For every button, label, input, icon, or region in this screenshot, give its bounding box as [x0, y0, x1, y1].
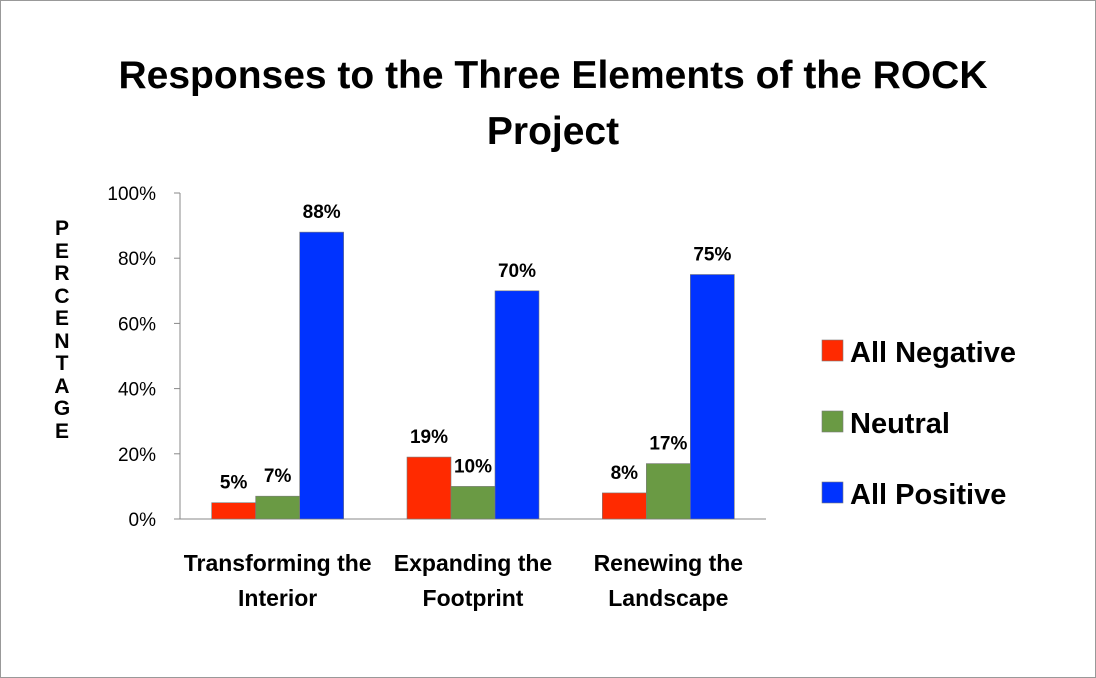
- bar: [211, 502, 256, 520]
- legend-label: All Negative: [850, 337, 1016, 369]
- data-label: 75%: [693, 245, 731, 266]
- bar: [450, 486, 496, 520]
- legend-swatch: [821, 410, 844, 433]
- x-tick-label: Expanding the Footprint: [393, 550, 553, 611]
- data-label: 17%: [649, 434, 687, 455]
- data-label: 10%: [454, 456, 492, 477]
- x-tick-label: Renewing the Landscape: [593, 550, 744, 611]
- x-tick-label: Transforming the Interior: [183, 550, 372, 611]
- data-label: 19%: [410, 427, 448, 448]
- bar: [602, 492, 647, 520]
- bar: [299, 231, 344, 520]
- y-tick-label: 60%: [118, 314, 156, 335]
- data-label: 8%: [611, 463, 639, 484]
- legend-swatch: [821, 481, 844, 504]
- y-tick-label: 100%: [107, 184, 156, 205]
- data-label: 88%: [303, 202, 341, 223]
- y-tick-label: 80%: [118, 249, 156, 270]
- y-axis-label: PERCENTAGE: [53, 217, 71, 443]
- bar: [406, 456, 452, 520]
- legend-label: Neutral: [850, 408, 950, 440]
- bar: [690, 274, 735, 520]
- data-label: 5%: [220, 473, 248, 494]
- y-tick-label: 40%: [118, 380, 156, 401]
- data-label: 70%: [498, 261, 536, 282]
- data-label: 7%: [264, 466, 292, 487]
- chart-title: Responses to the Three Elements of the R…: [118, 54, 988, 153]
- y-tick-label: 20%: [118, 445, 156, 466]
- legend-label: All Positive: [850, 479, 1006, 511]
- y-tick-label: 0%: [129, 510, 157, 531]
- bar: [646, 463, 691, 520]
- legend-swatch: [821, 339, 844, 362]
- bar: [255, 495, 300, 520]
- bar: [494, 290, 540, 520]
